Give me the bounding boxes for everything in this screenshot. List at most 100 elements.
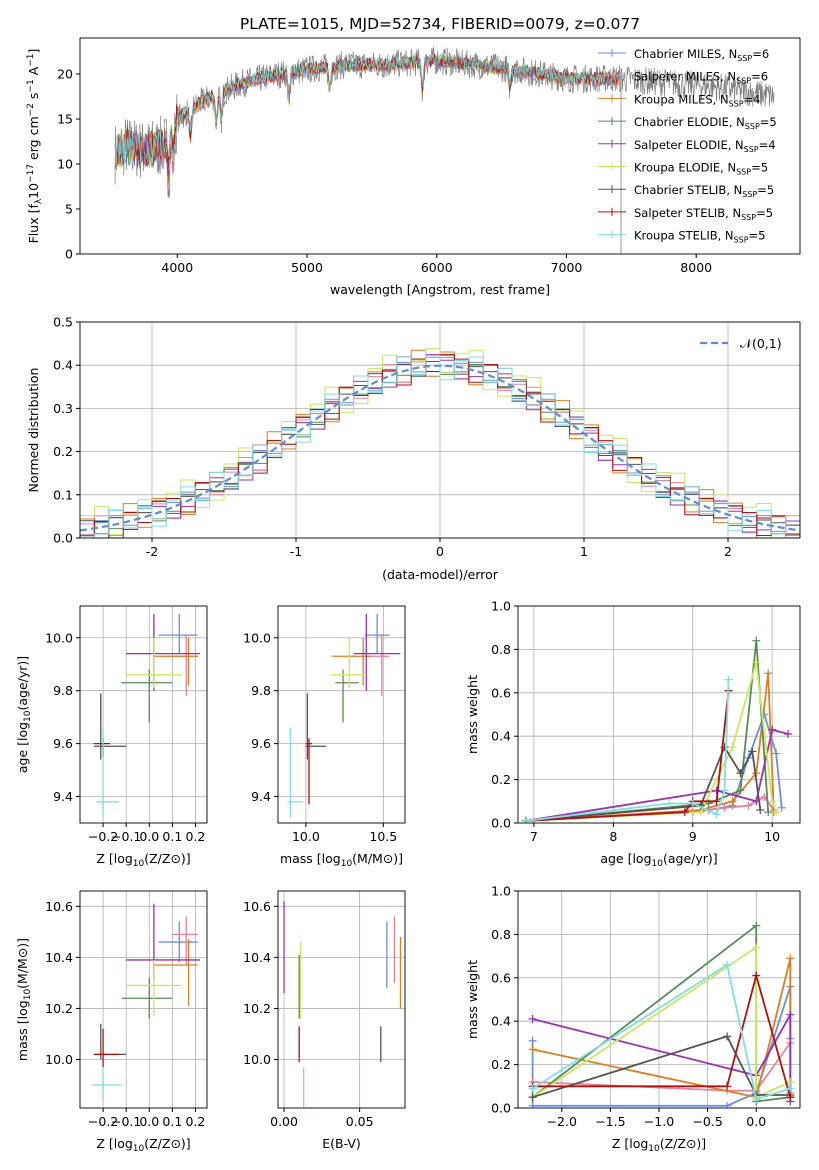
legend-entry: Chabrier STELIB, NSSP=5 [634,183,774,199]
ylabel-part: s [26,93,41,104]
x-tick-label: 0.2 [186,829,206,844]
y-tick-label: 5 [65,202,73,217]
x-tick-label: 8000 [680,260,712,275]
plot-area [80,348,800,538]
y-tick-label: 0.4 [53,358,73,373]
plot-area [93,613,201,818]
legend-label: Salpeter ELODIE, N [634,138,744,152]
x-tick-label: 0.0 [746,1114,766,1129]
x-axis-label: E(B-V) [322,1136,361,1151]
y-tick-label: 0.8 [491,642,511,657]
y-tick-label: 1.0 [491,599,511,614]
weight-series-line [532,1011,792,1102]
weight-point-marker [728,797,737,806]
y-tick-label: 15 [57,112,73,127]
weight-series-line [525,673,775,822]
legend-label: Kroupa STELIB, N [634,229,734,243]
x-tick-label: −1.0 [644,1114,674,1129]
ylabel-part: ] [26,49,41,54]
x-axis-label-main: Z [log [612,1136,648,1151]
y-tick-label: 9.8 [53,683,73,698]
y-axis-label: age [log10(age/yr)] [15,656,33,773]
chart-weight-vs-Z: −2.0 −1.5 −1.0 −0.5 0.0 0.0 0.2 0.4 0.6 0.8 1.0 Z [… [465,884,801,1154]
x-tick-label: -2 [146,544,158,559]
weight-series-line [532,945,791,1099]
model-spectrum-line [114,53,622,254]
observed-spectrum-line [114,46,775,199]
y-axis-label-main: age [log [15,722,30,773]
y-axis-label-sub: 10 [23,989,33,1001]
y-tick-label: 0.6 [491,970,511,985]
weight-series-line [525,679,730,822]
weight-point-marker [786,954,795,963]
weight-point-marker [728,743,737,752]
weight-series-line [525,690,730,822]
plot-area [521,636,793,823]
plot-area [528,921,795,1108]
y-tick-label: 0.6 [491,685,511,700]
x-tick-label: 7 [530,829,538,844]
weight-point-marker [521,816,530,823]
model-spectrum-line [114,56,622,254]
weight-point-marker [786,1093,795,1102]
x-axis-label: Z [log10(Z/Z⊙)] [612,1136,706,1154]
weight-point-marker [528,1015,537,1024]
y-tick-label: 0.0 [491,1101,511,1116]
weight-point-marker [528,1045,537,1054]
legend-sub: SSP [745,122,760,131]
legend-entry: Kroupa MILES, NSSP=4 [634,92,760,108]
legend-val: =5 [749,229,766,243]
plot-area [283,901,402,1108]
legend-sub: SSP [729,99,744,108]
weight-point-marker [688,799,697,808]
weight-point-marker [528,1093,537,1102]
x-tick-label: 0.00 [270,1114,298,1129]
y-tick-label: 1.0 [491,884,511,899]
y-tick-label: 0.4 [491,729,511,744]
axes-frame [517,605,801,824]
y-tick-label: 0.1 [53,487,73,502]
model-spectrum-line [114,54,622,254]
y-tick-label: 10.6 [45,899,73,914]
ylabel-part: 10 [26,183,41,199]
y-axis-label-main: mass [log [15,1000,30,1061]
x-axis-label-sub: 10 [133,1144,145,1154]
x-tick-label: 0.1 [162,1114,182,1129]
weight-point-marker [752,636,761,645]
x-axis-label-sub: 10 [133,859,145,869]
legend-val: =5 [757,183,774,197]
y-tick-label: 10.2 [243,1001,271,1016]
histogram-series [80,355,800,538]
legend-sub: SSP [736,77,751,86]
weight-point-marker [772,808,781,817]
chart-age-vs-Z: −0.2−0.10.0 0.1 0.29.49.69.810.0Z [log10(Z… [15,605,208,869]
x-tick-label: 7000 [551,260,583,275]
x-axis-label-main: age [log [600,851,651,866]
x-tick-label: 10.0 [292,829,320,844]
weight-series-line [532,963,791,1101]
weight-point-marker [664,799,673,808]
weight-point-marker [528,1101,537,1108]
ylabel-sup: −1 [26,79,36,92]
x-axis-label-sub: 10 [648,1144,660,1154]
weight-point-marker [724,675,733,684]
weight-point-marker [720,803,729,812]
legend-entry: Kroupa ELODIE, NSSP=5 [634,161,768,177]
y-tick-label: 9.6 [251,736,271,751]
axes-frame [79,605,208,824]
weight-point-marker [772,749,781,758]
legend-sub: SSP [742,190,757,199]
weight-point-marker [744,801,753,810]
y-tick-label: 0.0 [53,531,73,546]
weight-point-marker [712,797,721,806]
legend-label: Kroupa MILES, N [634,92,729,106]
x-tick-label: 0.2 [186,1114,206,1129]
weight-point-marker [720,786,729,795]
x-axis-label-rest: (Z/Z⊙)] [144,851,190,866]
x-tick-label: 0.0 [139,829,159,844]
weight-point-marker [752,1095,761,1104]
chart-mass-vs-Z: −0.2−0.10.0 0.1 0.210.010.210.410.6Z [log1… [15,890,208,1154]
